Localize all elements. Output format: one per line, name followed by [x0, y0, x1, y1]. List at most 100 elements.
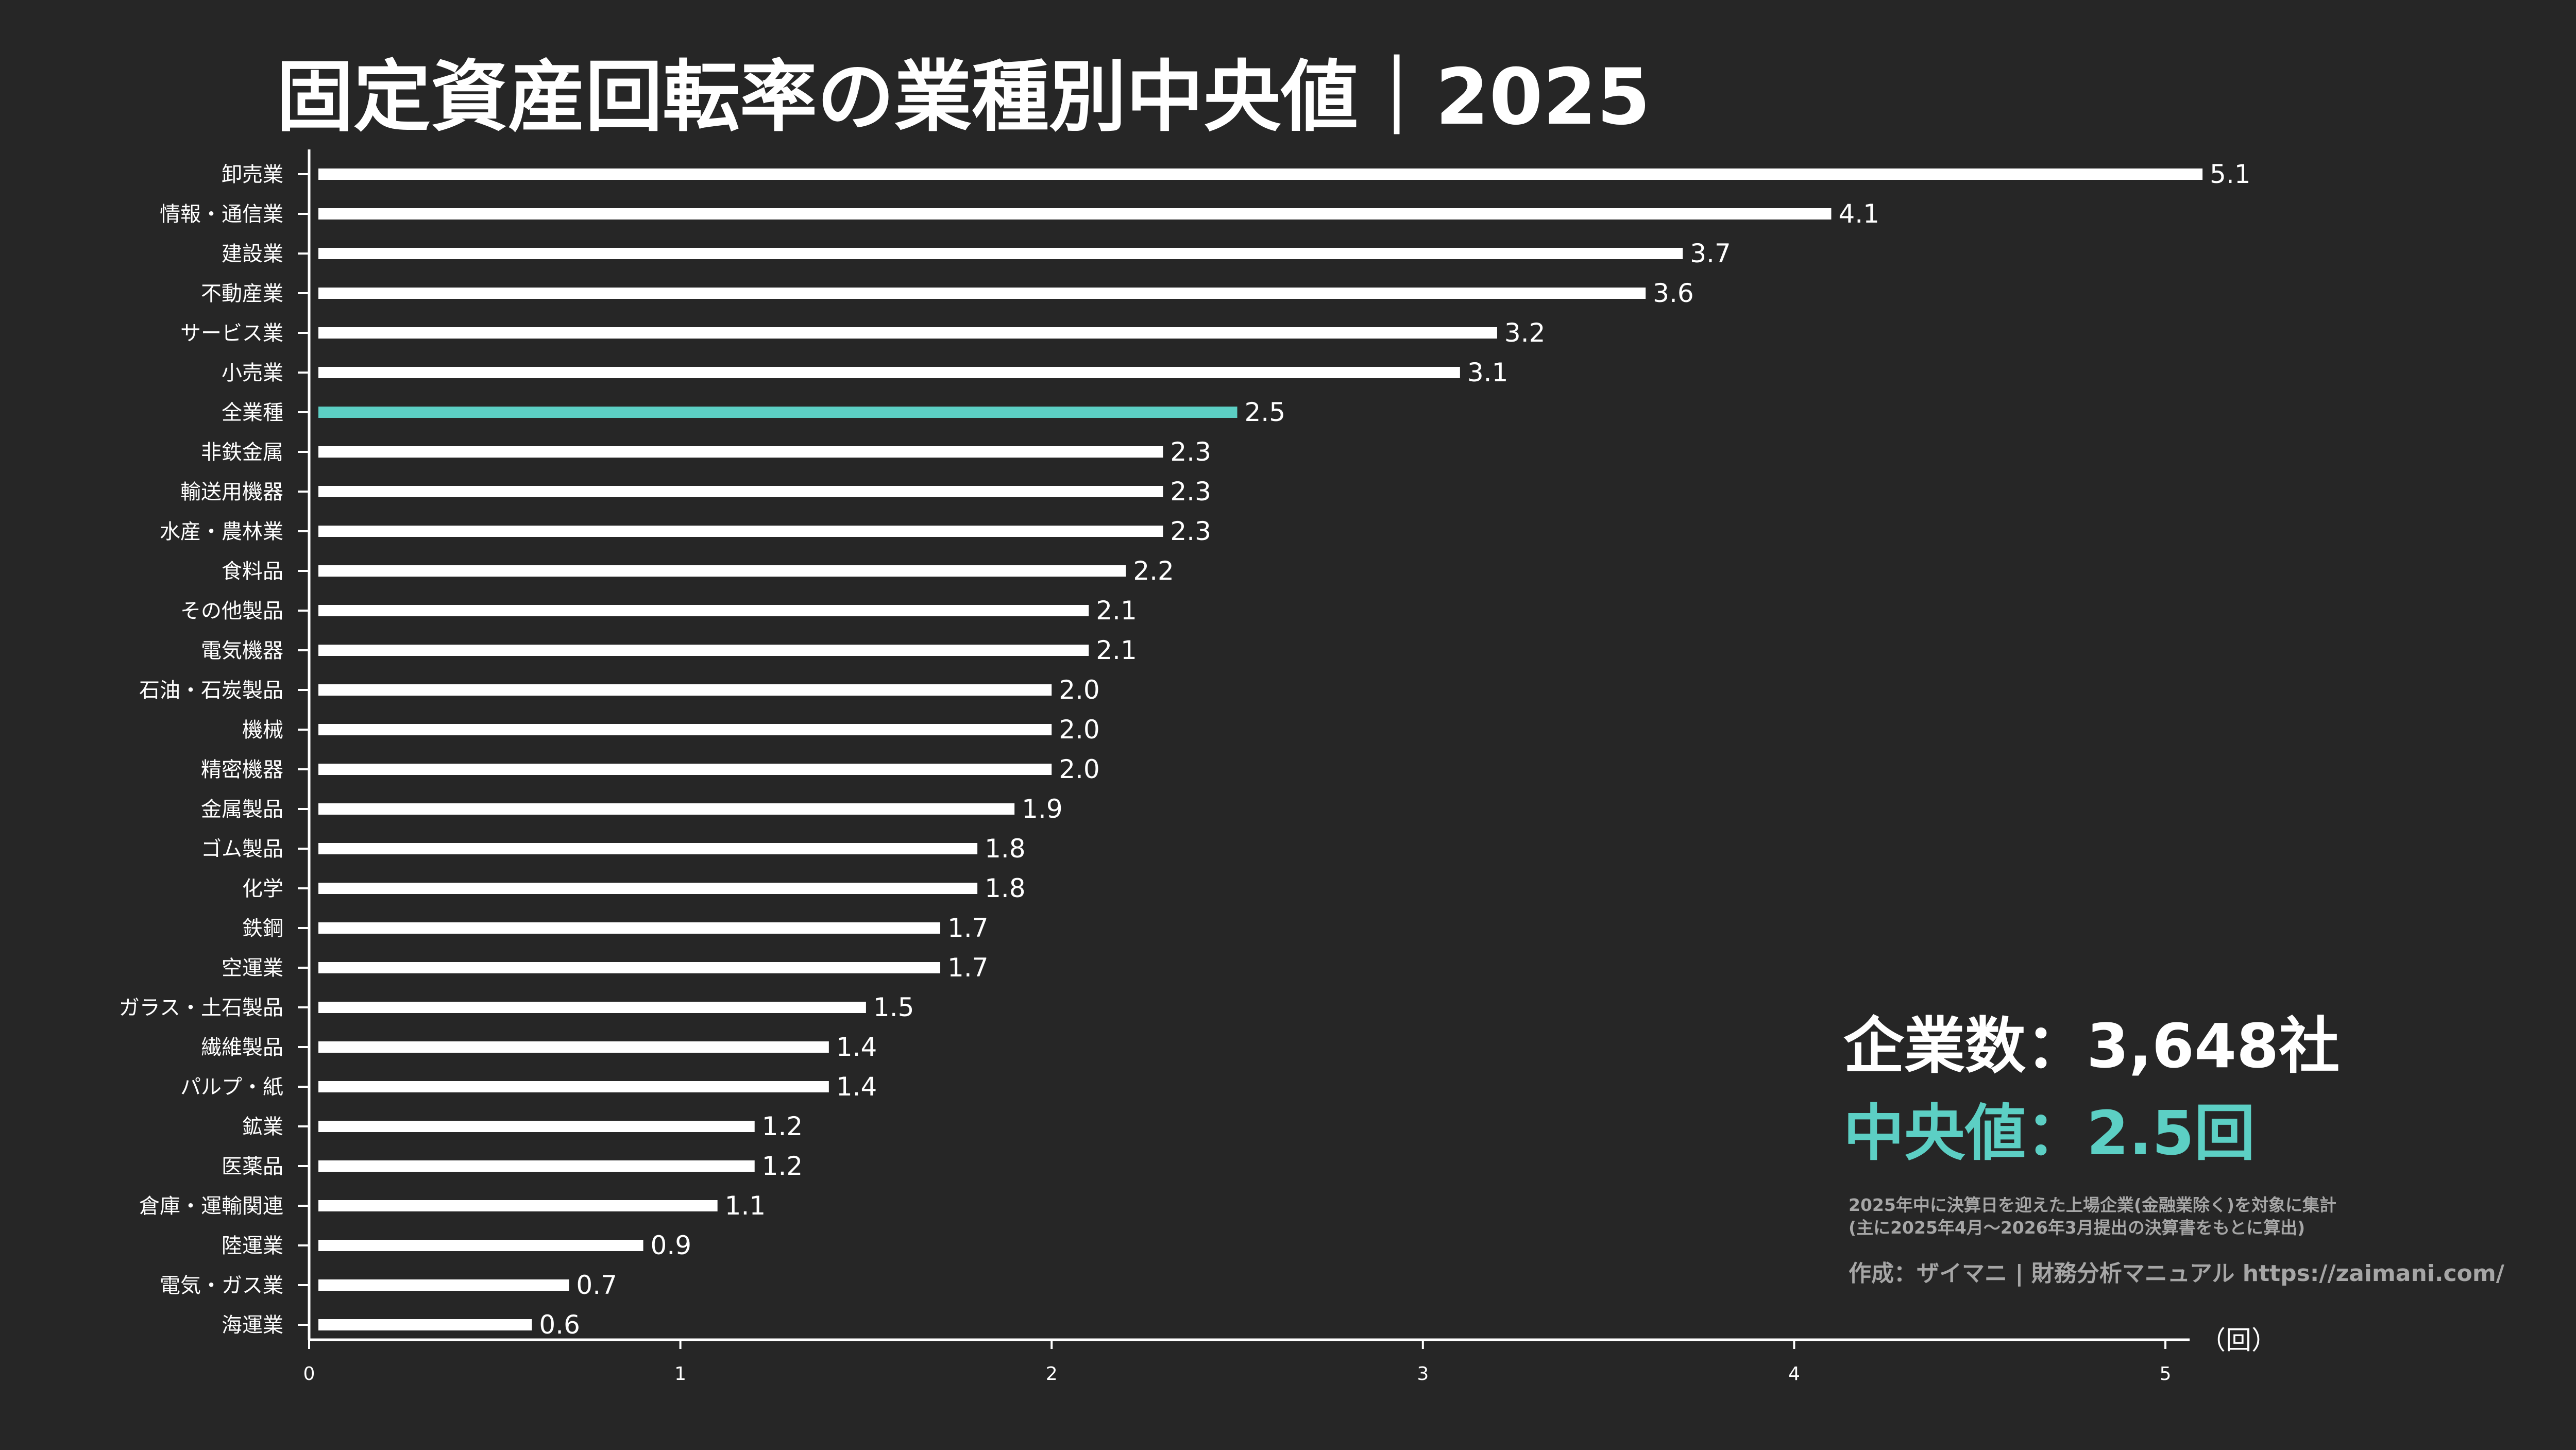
- category-label: 卸売業: [222, 163, 283, 187]
- bar: [318, 1319, 532, 1330]
- category-label: 建設業: [222, 242, 283, 266]
- value-label: 2.0: [1059, 715, 1100, 745]
- bar: [318, 327, 1497, 339]
- value-label: 2.2: [1133, 556, 1174, 586]
- value-label: 1.8: [985, 834, 1026, 864]
- bar: [318, 565, 1126, 577]
- x-tick-label: 5: [2160, 1363, 2172, 1385]
- category-label: 化学: [242, 877, 283, 901]
- category-label: 海運業: [222, 1313, 283, 1337]
- category-label: 石油・石炭製品: [139, 679, 283, 702]
- value-label: 1.4: [836, 1072, 877, 1102]
- value-label: 1.2: [762, 1111, 803, 1141]
- value-label: 0.7: [576, 1270, 617, 1300]
- bar: [318, 1002, 866, 1013]
- bar: [318, 1279, 569, 1291]
- credit: 作成：ザイマニ | 財務分析マニュアル https://zaimani.com/: [1849, 1260, 2505, 1287]
- value-label: 1.8: [985, 873, 1026, 903]
- value-label: 3.1: [1467, 358, 1509, 387]
- bar: [318, 962, 941, 973]
- note-line-2: (主に2025年4月～2026年3月提出の決算書をもとに算出): [1849, 1218, 2305, 1238]
- category-label: 機械: [242, 718, 283, 742]
- company-count: 企業数：3,648社: [1843, 1010, 2340, 1082]
- bar: [318, 1081, 829, 1092]
- category-label: ゴム製品: [201, 837, 283, 861]
- category-label: 小売業: [222, 361, 283, 385]
- category-label: 電気・ガス業: [160, 1274, 283, 1297]
- median-summary: 中央値：2.5回: [1843, 1098, 2255, 1169]
- value-label: 1.5: [873, 992, 914, 1022]
- bar: [318, 486, 1163, 497]
- x-tick-label: 2: [1046, 1363, 1058, 1385]
- bar: [318, 248, 1683, 259]
- bar: [318, 724, 1052, 735]
- value-label: 0.9: [651, 1230, 692, 1260]
- unit-label: （回）: [2200, 1325, 2277, 1355]
- bar: [318, 288, 1646, 299]
- category-label: 倉庫・運輸関連: [139, 1194, 283, 1218]
- bar: [318, 883, 978, 894]
- value-label: 2.0: [1059, 675, 1100, 705]
- category-label: 陸運業: [222, 1234, 283, 1258]
- value-label: 3.6: [1653, 278, 1694, 308]
- category-label: 医薬品: [222, 1155, 283, 1178]
- x-tick-label: 1: [674, 1363, 686, 1385]
- bar: [318, 367, 1460, 378]
- bar: [318, 1240, 643, 1251]
- x-tick-label: 3: [1417, 1363, 1429, 1385]
- bar: [318, 843, 978, 854]
- bar: [318, 526, 1163, 537]
- category-label: 鉱業: [242, 1115, 283, 1139]
- category-label: 情報・通信業: [160, 203, 283, 226]
- category-label: 全業種: [222, 401, 283, 425]
- bar: [318, 1200, 718, 1211]
- category-label: 不動産業: [201, 282, 283, 306]
- note-line-1: 2025年中に決算日を迎えた上場企業(金融業除く)を対象に集計: [1849, 1195, 2336, 1215]
- category-label: 水産・農林業: [160, 520, 283, 544]
- bar: [318, 407, 1238, 418]
- value-label: 1.1: [725, 1191, 766, 1221]
- category-label: 食料品: [222, 560, 283, 583]
- category-label: パルプ・紙: [180, 1075, 283, 1099]
- bar: [318, 208, 1832, 220]
- bar: [318, 803, 1015, 815]
- value-label: 2.1: [1096, 596, 1137, 626]
- value-label: 3.2: [1504, 318, 1546, 348]
- bar: [318, 446, 1163, 458]
- x-tick-label: 0: [303, 1363, 315, 1385]
- category-label: 鉄鋼: [242, 917, 283, 940]
- category-label: 金属製品: [201, 798, 283, 821]
- value-label: 1.7: [947, 953, 989, 983]
- value-label: 2.3: [1170, 516, 1211, 546]
- bar: [318, 605, 1089, 616]
- category-label: その他製品: [180, 599, 283, 623]
- bar: [318, 684, 1052, 696]
- bar: [318, 1160, 755, 1172]
- category-label: 電気機器: [201, 639, 283, 663]
- bar: [318, 168, 2203, 180]
- value-label: 2.1: [1096, 635, 1137, 665]
- bar: [318, 645, 1089, 656]
- category-label: 非鉄金属: [201, 441, 283, 464]
- value-label: 2.0: [1059, 754, 1100, 784]
- value-label: 1.4: [836, 1032, 877, 1062]
- value-label: 4.1: [1838, 199, 1879, 229]
- value-label: 3.7: [1690, 239, 1731, 268]
- chart-title: 固定資産回転率の業種別中央値｜2025: [276, 53, 1650, 142]
- value-label: 2.3: [1170, 437, 1211, 467]
- value-label: 1.9: [1022, 794, 1063, 824]
- category-label: 輸送用機器: [180, 480, 283, 504]
- value-label: 2.3: [1170, 477, 1211, 507]
- bar: [318, 1041, 829, 1053]
- category-label: サービス業: [180, 322, 283, 345]
- value-label: 1.2: [762, 1151, 803, 1181]
- value-label: 0.6: [539, 1310, 580, 1340]
- value-label: 1.7: [947, 913, 989, 943]
- category-label: 空運業: [222, 956, 283, 980]
- bar: [318, 764, 1052, 775]
- category-label: 精密機器: [201, 758, 283, 782]
- value-label: 5.1: [2210, 159, 2251, 189]
- value-label: 2.5: [1245, 397, 1286, 427]
- bar: [318, 922, 941, 934]
